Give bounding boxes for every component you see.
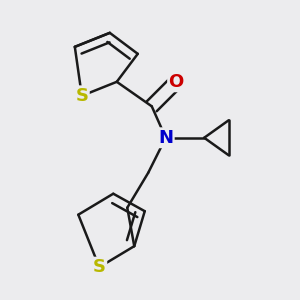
Text: N: N xyxy=(158,129,173,147)
Text: S: S xyxy=(75,87,88,105)
Text: O: O xyxy=(169,73,184,91)
Text: S: S xyxy=(93,258,106,276)
